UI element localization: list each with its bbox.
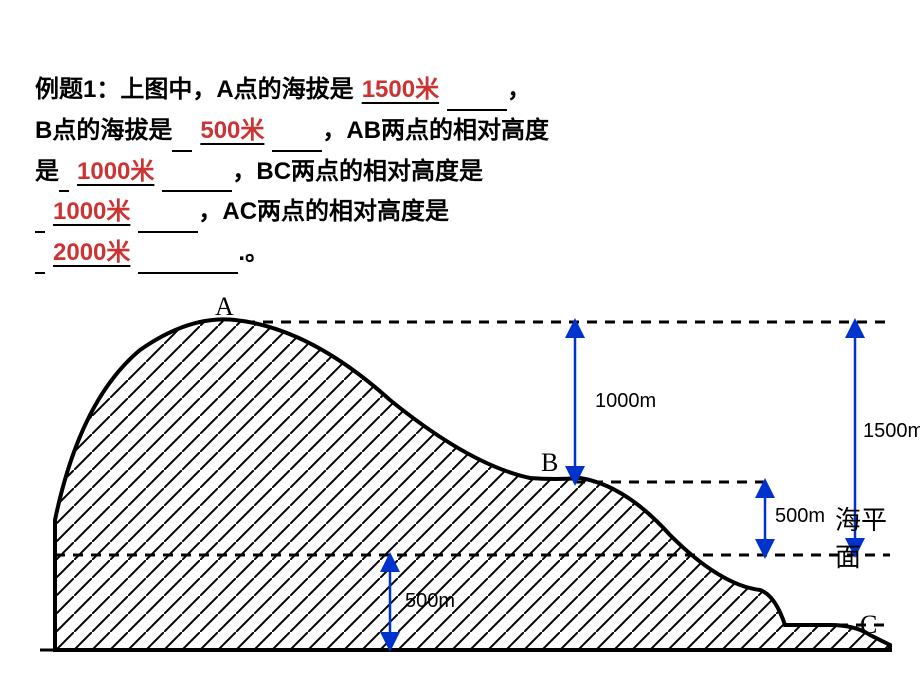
- elevation-diagram: A B C 1000m 1500m 500m 500m 海平面: [20, 290, 900, 670]
- q-part5: ，AC两点的相对高度是: [198, 198, 449, 225]
- label-500m-bottom: 500m: [405, 590, 455, 613]
- answer-4: 1000米: [45, 198, 138, 225]
- q-part3: ，AB两点的相对高度: [322, 117, 549, 144]
- answer-5: 2000米: [45, 239, 138, 266]
- label-c: C: [860, 610, 877, 640]
- answer-1: 1500米: [354, 76, 447, 103]
- answer-2: 500米: [192, 117, 272, 144]
- label-sea-level: 海平面: [835, 500, 900, 574]
- label-a: A: [215, 292, 234, 322]
- label-1500m: 1500m: [863, 420, 920, 443]
- q-end: .。: [238, 239, 269, 266]
- answer-3: 1000米: [69, 158, 162, 185]
- mountain-shape: [55, 319, 890, 650]
- label-1000m: 1000m: [595, 390, 656, 413]
- label-500m-top: 500m: [775, 505, 825, 528]
- label-b: B: [541, 448, 558, 478]
- diagram-svg: [20, 290, 900, 670]
- q-prefix: 例题1：上图中，A点的海拔是: [35, 76, 354, 103]
- q-part2a: ，: [507, 76, 531, 103]
- q-part3b: 是: [35, 158, 59, 185]
- q-part4: ，BC两点的相对高度是: [232, 158, 483, 185]
- question-text: 例题1：上图中，A点的海拔是1500米 ， B点的海拔是 500米 ，AB两点的相对高…: [35, 70, 885, 274]
- q-part2b: B点的海拔是: [35, 117, 172, 144]
